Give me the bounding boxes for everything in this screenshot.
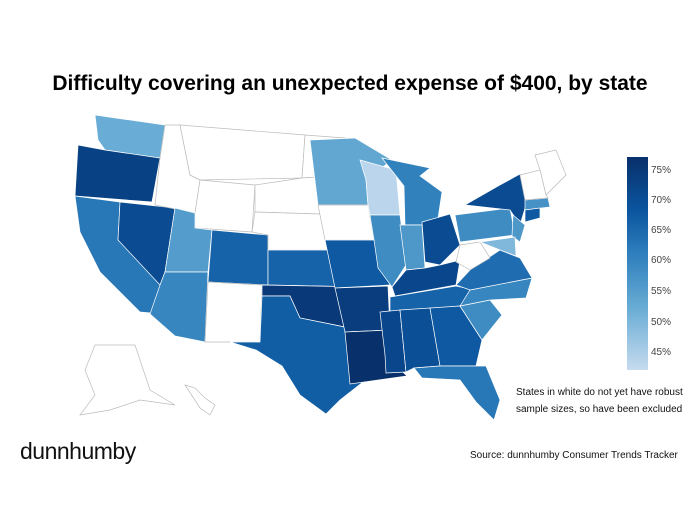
state-mt <box>179 124 306 181</box>
state-me <box>534 149 567 196</box>
state-ms <box>379 309 407 374</box>
state-fl <box>413 365 501 421</box>
dunnhumby-logo: dunnhumby <box>20 438 136 464</box>
legend-tick: 65% <box>651 225 672 236</box>
legend-tick: 60% <box>651 255 672 266</box>
state-vtnh <box>519 169 549 201</box>
legend-tick: 50% <box>651 317 672 328</box>
state-ia <box>317 204 375 241</box>
state-ak <box>79 344 176 416</box>
state-or <box>74 144 161 203</box>
legend-tick: 70% <box>651 195 672 206</box>
state-wy <box>194 179 256 233</box>
legend-tick: 75% <box>651 165 672 176</box>
state-nj <box>511 214 526 243</box>
legend-tick: 45% <box>651 347 672 358</box>
state-hi <box>184 384 216 416</box>
state-tx <box>229 295 373 415</box>
state-mo <box>324 239 391 289</box>
state-nc <box>459 277 533 307</box>
legend-tick: 55% <box>651 286 672 297</box>
state-mi <box>381 157 443 226</box>
color-scale-legend <box>627 157 648 370</box>
state-oh <box>421 213 461 266</box>
note-line: sample sizes, so have been excluded <box>516 404 683 415</box>
state-md <box>478 236 517 257</box>
note-line: States in white do not yet have robust <box>516 387 683 398</box>
state-pa <box>454 207 516 243</box>
excluded-states-note: States in white do not yet have robust s… <box>516 384 683 418</box>
state-wv <box>455 241 491 271</box>
state-ct <box>524 207 541 223</box>
state-nm <box>204 281 263 343</box>
source-text: Source: dunnhumby Consumer Trends Tracke… <box>470 450 678 461</box>
state-az <box>149 271 209 343</box>
state-ga <box>429 305 483 367</box>
chart-title: Difficulty covering an unexpected expens… <box>52 72 648 95</box>
state-co <box>207 229 269 286</box>
